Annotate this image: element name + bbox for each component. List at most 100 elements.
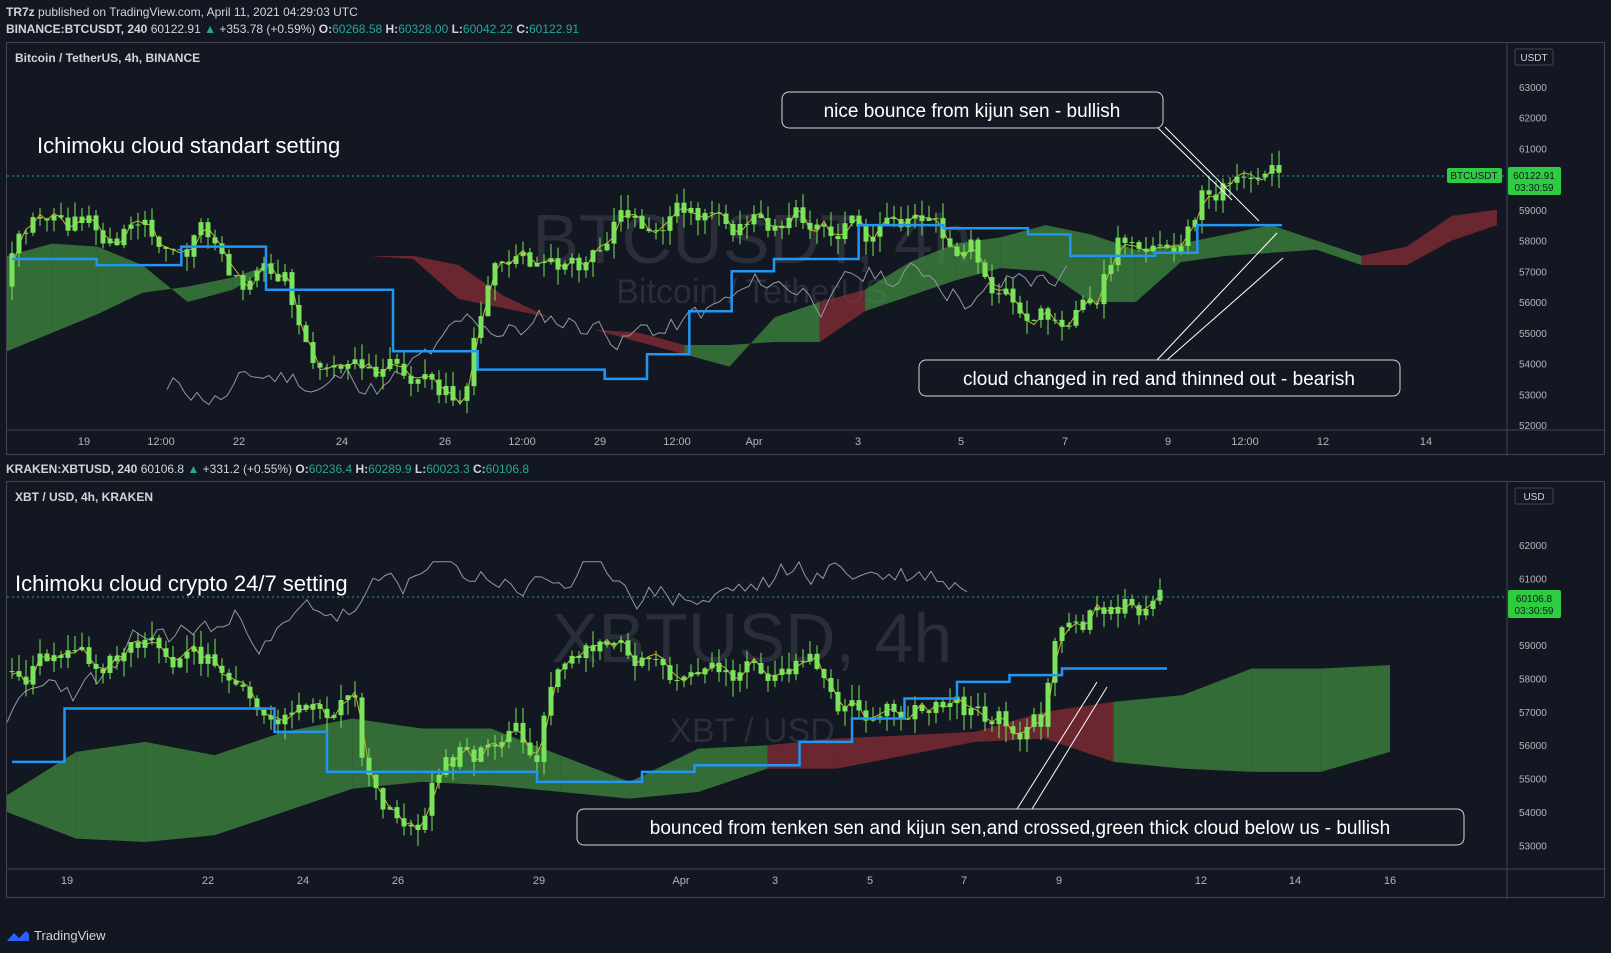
candle-body (72, 650, 78, 652)
candle-body (674, 679, 680, 681)
note-bounced[interactable]: bounced from tenken sen and kijun sen,an… (576, 681, 1465, 846)
candle-body (919, 215, 925, 221)
xbt-time-axis[interactable]: 19 22 24 26 29 Apr 3 5 7 9 12 14 16 (61, 875, 1396, 887)
candle-body (849, 215, 855, 224)
candle-body (814, 224, 820, 230)
candle-body (408, 375, 414, 384)
candle-body (926, 711, 932, 713)
xbt-currency-label[interactable]: USD (1523, 492, 1544, 503)
candle-body (667, 665, 673, 681)
candle-body (352, 359, 358, 364)
xbt-chart-panel[interactable]: XBTUSD, 4h XBT / USD 53000 54000 55000 5600… (6, 481, 1606, 899)
candle-body (961, 696, 967, 716)
candle-body (569, 655, 575, 664)
candle-body (877, 225, 883, 237)
candle-body (114, 655, 120, 662)
candle-body (135, 224, 141, 226)
candle-body (471, 749, 477, 762)
cloud-segment (1000, 225, 1046, 272)
candle-body (583, 645, 589, 658)
candle-body (394, 807, 400, 819)
candle-body (856, 700, 862, 711)
candle-body (758, 663, 764, 674)
note-kijun-bounce-text: nice bounce from kijun sen - bullish (824, 101, 1121, 122)
btc-time-axis[interactable]: 19 12:00 22 24 26 12:00 29 12:00 Apr 3 5 7 9 12:00 12 1… (78, 436, 1432, 448)
cloud-segment (698, 745, 768, 792)
candle-body (212, 654, 218, 666)
candle-body (142, 639, 148, 648)
note-kijun-bounce[interactable]: nice bounce from kijun sen - bullish (781, 91, 1260, 222)
bottom-close: 60106.8 (485, 462, 530, 476)
candle-body (1094, 303, 1100, 305)
candle-body (1129, 242, 1135, 244)
btc-price-tag: 60122.91 (1513, 171, 1555, 182)
candle-body (170, 248, 176, 250)
candle-body (597, 250, 603, 252)
candle-body (534, 755, 540, 762)
top-change: +353.78 (+0.59%) (219, 22, 316, 36)
candle-body (51, 215, 57, 221)
cloud-segment (277, 258, 324, 263)
candle-body (58, 215, 64, 218)
candle-body (310, 704, 316, 710)
candle-body (37, 217, 43, 219)
candle-body (1010, 726, 1016, 734)
price-tick-label: 59000 (1519, 206, 1547, 217)
candle-body (1038, 308, 1044, 320)
candle-body (359, 697, 365, 758)
candle-body (884, 217, 890, 226)
candle-body (814, 653, 820, 669)
candle-body (989, 721, 995, 725)
publisher-name[interactable]: TR7z (6, 5, 35, 19)
cloud-segment (593, 329, 640, 342)
candle-body (128, 642, 134, 653)
btc-currency-label[interactable]: USDT (1520, 53, 1547, 64)
candle-body (121, 228, 127, 246)
time-tick-label: Apr (672, 875, 689, 887)
candle-body (1276, 165, 1282, 173)
candle-body (660, 230, 666, 232)
time-tick-label: 14 (1289, 875, 1301, 887)
candle-body (1199, 190, 1205, 221)
candle-body (828, 677, 834, 692)
candle-body (240, 684, 246, 687)
candle-body (93, 215, 99, 231)
candle-body (779, 668, 785, 675)
candle-body (730, 223, 736, 236)
cloud-segment (819, 289, 865, 342)
candle-body (464, 386, 470, 401)
top-symbol[interactable]: BINANCE:BTCUSDT, 240 (6, 22, 148, 36)
candle-body (611, 221, 617, 244)
bottom-symbol[interactable]: KRAKEN:XBTUSD, 240 (6, 462, 138, 476)
xbt-chart-svg[interactable]: XBTUSD, 4h XBT / USD 5300054000550005600… (7, 482, 1606, 899)
candle-body (695, 207, 701, 221)
candle-body (86, 215, 92, 224)
time-tick-label: 9 (1056, 875, 1062, 887)
candle-body (156, 236, 162, 247)
footer-brand[interactable]: TradingView (34, 928, 106, 943)
note-cloud-red[interactable]: cloud changed in red and thinned out - b… (918, 232, 1401, 397)
time-tick-label: 29 (533, 875, 545, 887)
btc-chart-svg[interactable]: BTCUSDT, 4h Bitcoin / TetherUS 520005300… (7, 43, 1606, 456)
price-tick-label: 54000 (1519, 808, 1547, 819)
time-tick-label: 7 (1062, 436, 1068, 448)
btc-price-axis[interactable]: 52000 53000 54000 55000 56000 57000 58000 59000… (1519, 83, 1547, 432)
price-tick-label: 63000 (1519, 83, 1547, 94)
price-tick-label: 56000 (1519, 298, 1547, 309)
xbt-price-axis[interactable]: 5300054000550005600057000580005900060000… (1519, 541, 1547, 852)
candle-body (520, 252, 526, 257)
candle-body (107, 655, 113, 673)
candle-body (331, 715, 337, 718)
candle-body (324, 367, 330, 369)
candle-body (247, 280, 253, 290)
candle-body (275, 719, 281, 725)
note-cloud-red-text: cloud changed in red and thinned out - b… (963, 369, 1355, 390)
candle-body (373, 774, 379, 789)
candle-body (1024, 313, 1030, 321)
candle-body (450, 757, 456, 767)
candle-body (121, 652, 127, 662)
price-tick-label: 53000 (1519, 390, 1547, 401)
candle-body (891, 217, 897, 220)
candle-body (9, 253, 15, 287)
btc-chart-panel[interactable]: BTCUSDT, 4h Bitcoin / TetherUS 52000 5300… (6, 42, 1606, 456)
